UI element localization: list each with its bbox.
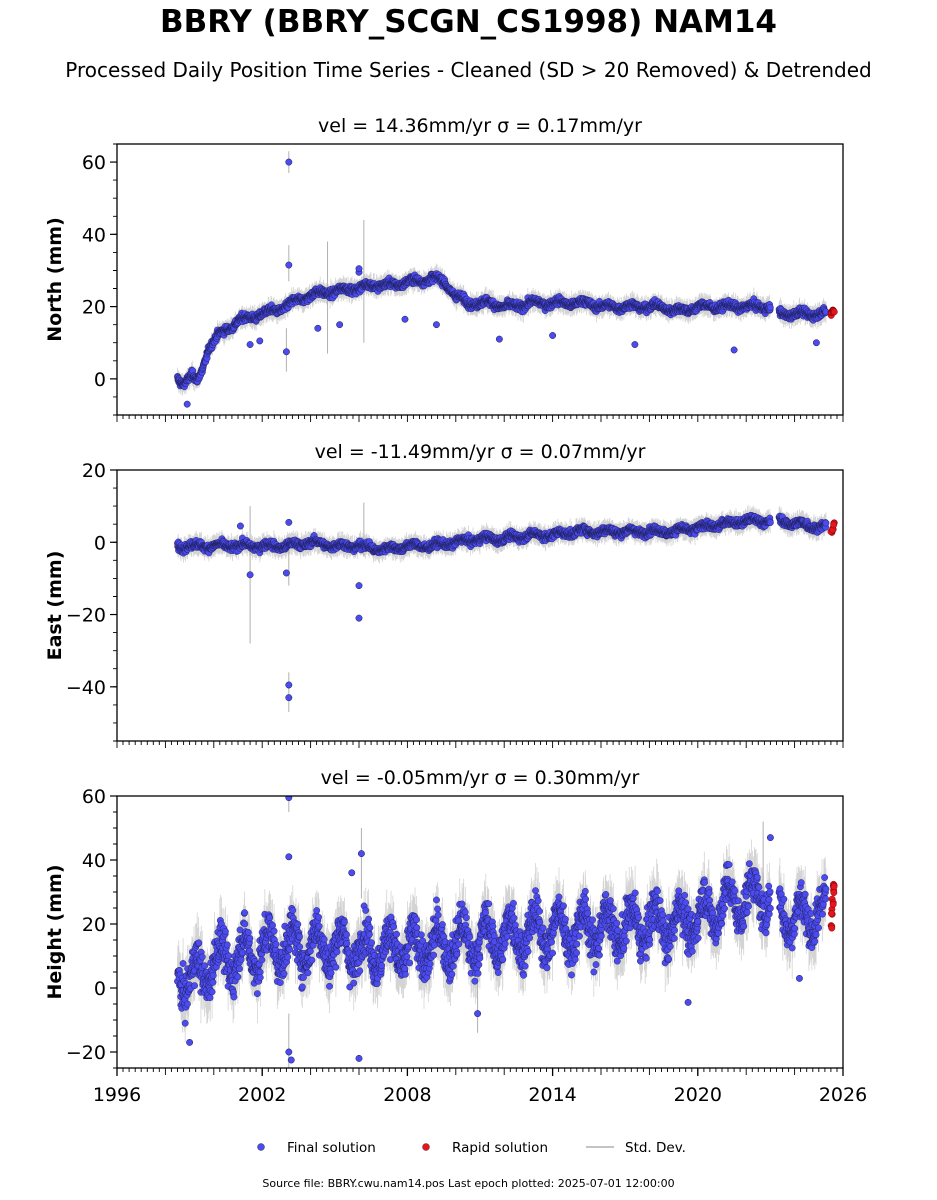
- plot-area-north: [174, 151, 838, 408]
- plot-area-east: [174, 502, 838, 713]
- final-outlier-north: [549, 332, 557, 339]
- figure-subtitle: Processed Daily Position Time Series - C…: [65, 58, 872, 82]
- y-axis-label-north: North (mm): [44, 217, 66, 342]
- plot-area-height: [174, 796, 838, 1068]
- std-dev-bars-north: [177, 263, 827, 396]
- axes-frame-east: [116, 469, 844, 742]
- final-outlier-north: [730, 346, 738, 354]
- final-outlier-east: [285, 681, 293, 689]
- y-tick-label-north: 0: [94, 369, 106, 391]
- rapid-point-east: [830, 521, 838, 529]
- axes-frame-north: [116, 143, 844, 416]
- final-point-height: [191, 982, 198, 990]
- figure-title: BBRY (BBRY_SCGN_CS1998) NAM14: [159, 4, 777, 40]
- panel-title-east: vel = -11.49mm/yr σ = 0.07mm/yr: [315, 441, 646, 463]
- final-outlier-north: [256, 337, 264, 345]
- final-outlier-east: [282, 569, 290, 577]
- final-outlier-east: [246, 571, 254, 579]
- y-axis-label-east: East (mm): [44, 551, 66, 661]
- final-outlier-north: [401, 315, 409, 323]
- final-point-height: [181, 1019, 189, 1027]
- panel-title-north: vel = 14.36mm/yr σ = 0.17mm/yr: [318, 115, 642, 137]
- final-point-height: [183, 1000, 191, 1008]
- final-outlier-north: [285, 158, 293, 166]
- x-ticks-north: [116, 415, 844, 422]
- final-outlier-north: [336, 321, 344, 329]
- final-point-north: [766, 303, 774, 311]
- final-outlier-east: [285, 694, 293, 702]
- final-point-east: [822, 519, 830, 527]
- final-point-height: [198, 953, 206, 961]
- final-point-height: [195, 939, 203, 947]
- final-outlier-north: [282, 348, 290, 356]
- final-outlier-north: [183, 400, 191, 408]
- y-tick-label-east: 0: [94, 532, 106, 554]
- final-outlier-east: [355, 582, 363, 590]
- y-tick-label-north: 40: [82, 224, 106, 246]
- final-outlier-north: [246, 341, 254, 348]
- rapid-point-north: [830, 308, 838, 316]
- final-outlier-north: [432, 321, 440, 329]
- y-tick-label-east: −40: [66, 677, 106, 699]
- x-ticks-east: [116, 741, 844, 748]
- final-outlier-north: [812, 339, 820, 347]
- final-outlier-north: [631, 341, 639, 348]
- final-outlier-east: [285, 518, 293, 526]
- final-outlier-north: [314, 324, 322, 332]
- final-outlier-north: [495, 335, 503, 343]
- final-point-east: [766, 519, 774, 527]
- final-outlier-east: [236, 522, 244, 530]
- final-outlier-east: [355, 614, 363, 622]
- y-tick-label-north: 20: [82, 297, 106, 319]
- y-tick-label-east: 20: [82, 460, 106, 482]
- y-tick-label-north: 60: [82, 152, 106, 174]
- y-tick-label-east: −20: [66, 605, 106, 627]
- final-outlier-north: [285, 261, 293, 269]
- final-point-height: [179, 960, 187, 967]
- final-outlier-north: [355, 265, 363, 273]
